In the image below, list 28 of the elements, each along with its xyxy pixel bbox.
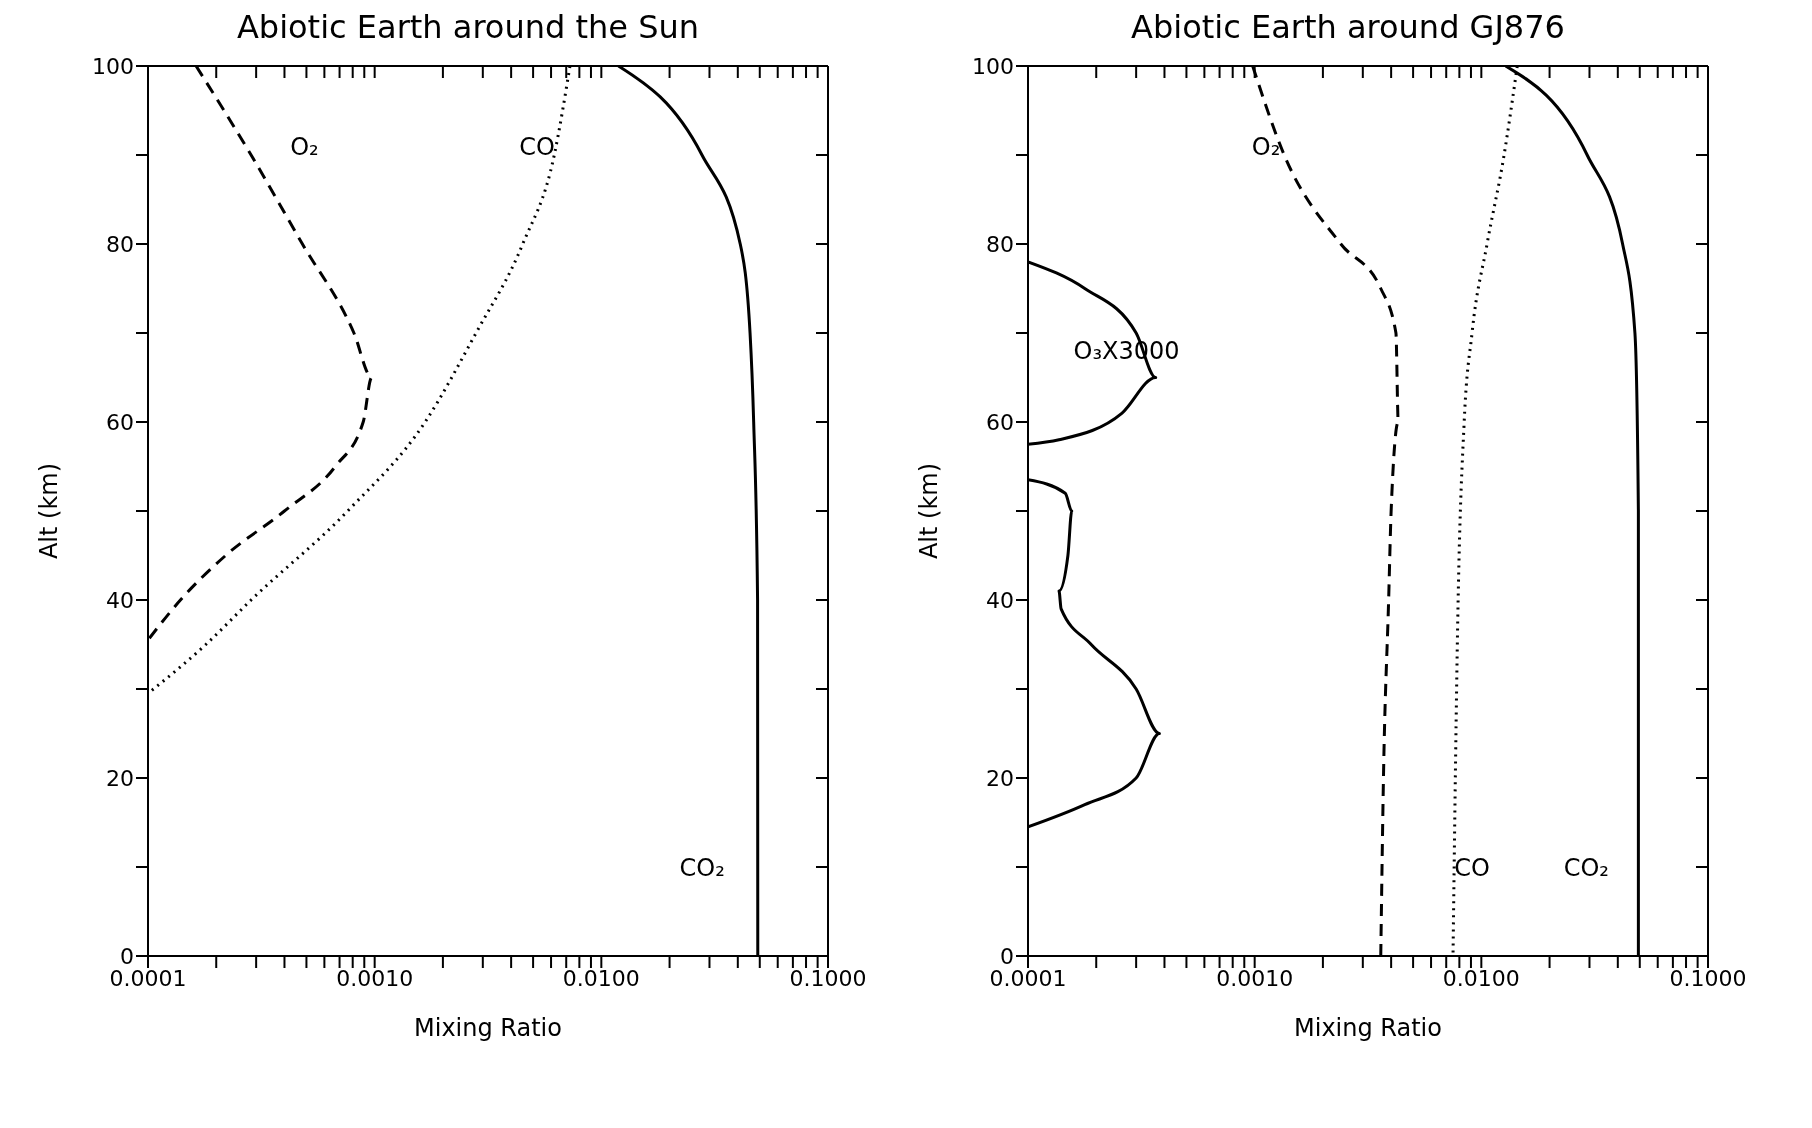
y-axis-title: Alt (km) (34, 462, 63, 560)
y-tick-label: 40 (106, 587, 134, 613)
x-axis-title: Mixing Ratio (1294, 1014, 1442, 1042)
y-tick-label: 20 (986, 765, 1014, 791)
x-tick-label: 0.1000 (789, 965, 867, 991)
y-axis-title: Alt (km) (914, 462, 943, 560)
series-label: O₂ (1251, 132, 1281, 161)
chart-title: Abiotic Earth around the Sun (235, 8, 701, 46)
series-label: CO (519, 132, 555, 161)
x-tick-label: 0.1000 (1669, 965, 1747, 991)
chart-title: Abiotic Earth around GJ876 (1130, 8, 1566, 46)
y-tick-label: 80 (106, 231, 134, 257)
y-tick-label: 40 (986, 587, 1014, 613)
x-axis-title: Mixing Ratio (414, 1014, 562, 1042)
y-tick-label: 100 (972, 53, 1014, 79)
y-tick-label: 80 (986, 231, 1014, 257)
y-tick-label: 60 (986, 409, 1014, 435)
series-label: CO₂ (1563, 853, 1609, 882)
x-tick-label: 0.0100 (1442, 965, 1520, 991)
series-label: CO₂ (679, 853, 725, 882)
series-label: O₂ (290, 132, 319, 161)
y-tick-label: 20 (106, 765, 134, 791)
series-label: CO (1454, 853, 1490, 882)
x-tick-label: 0.0010 (1216, 965, 1294, 991)
y-tick-label: 60 (106, 409, 134, 435)
x-tick-label: 0.0010 (336, 965, 414, 991)
y-tick-label: 100 (92, 53, 134, 79)
x-tick-label: 0.0100 (562, 965, 640, 991)
